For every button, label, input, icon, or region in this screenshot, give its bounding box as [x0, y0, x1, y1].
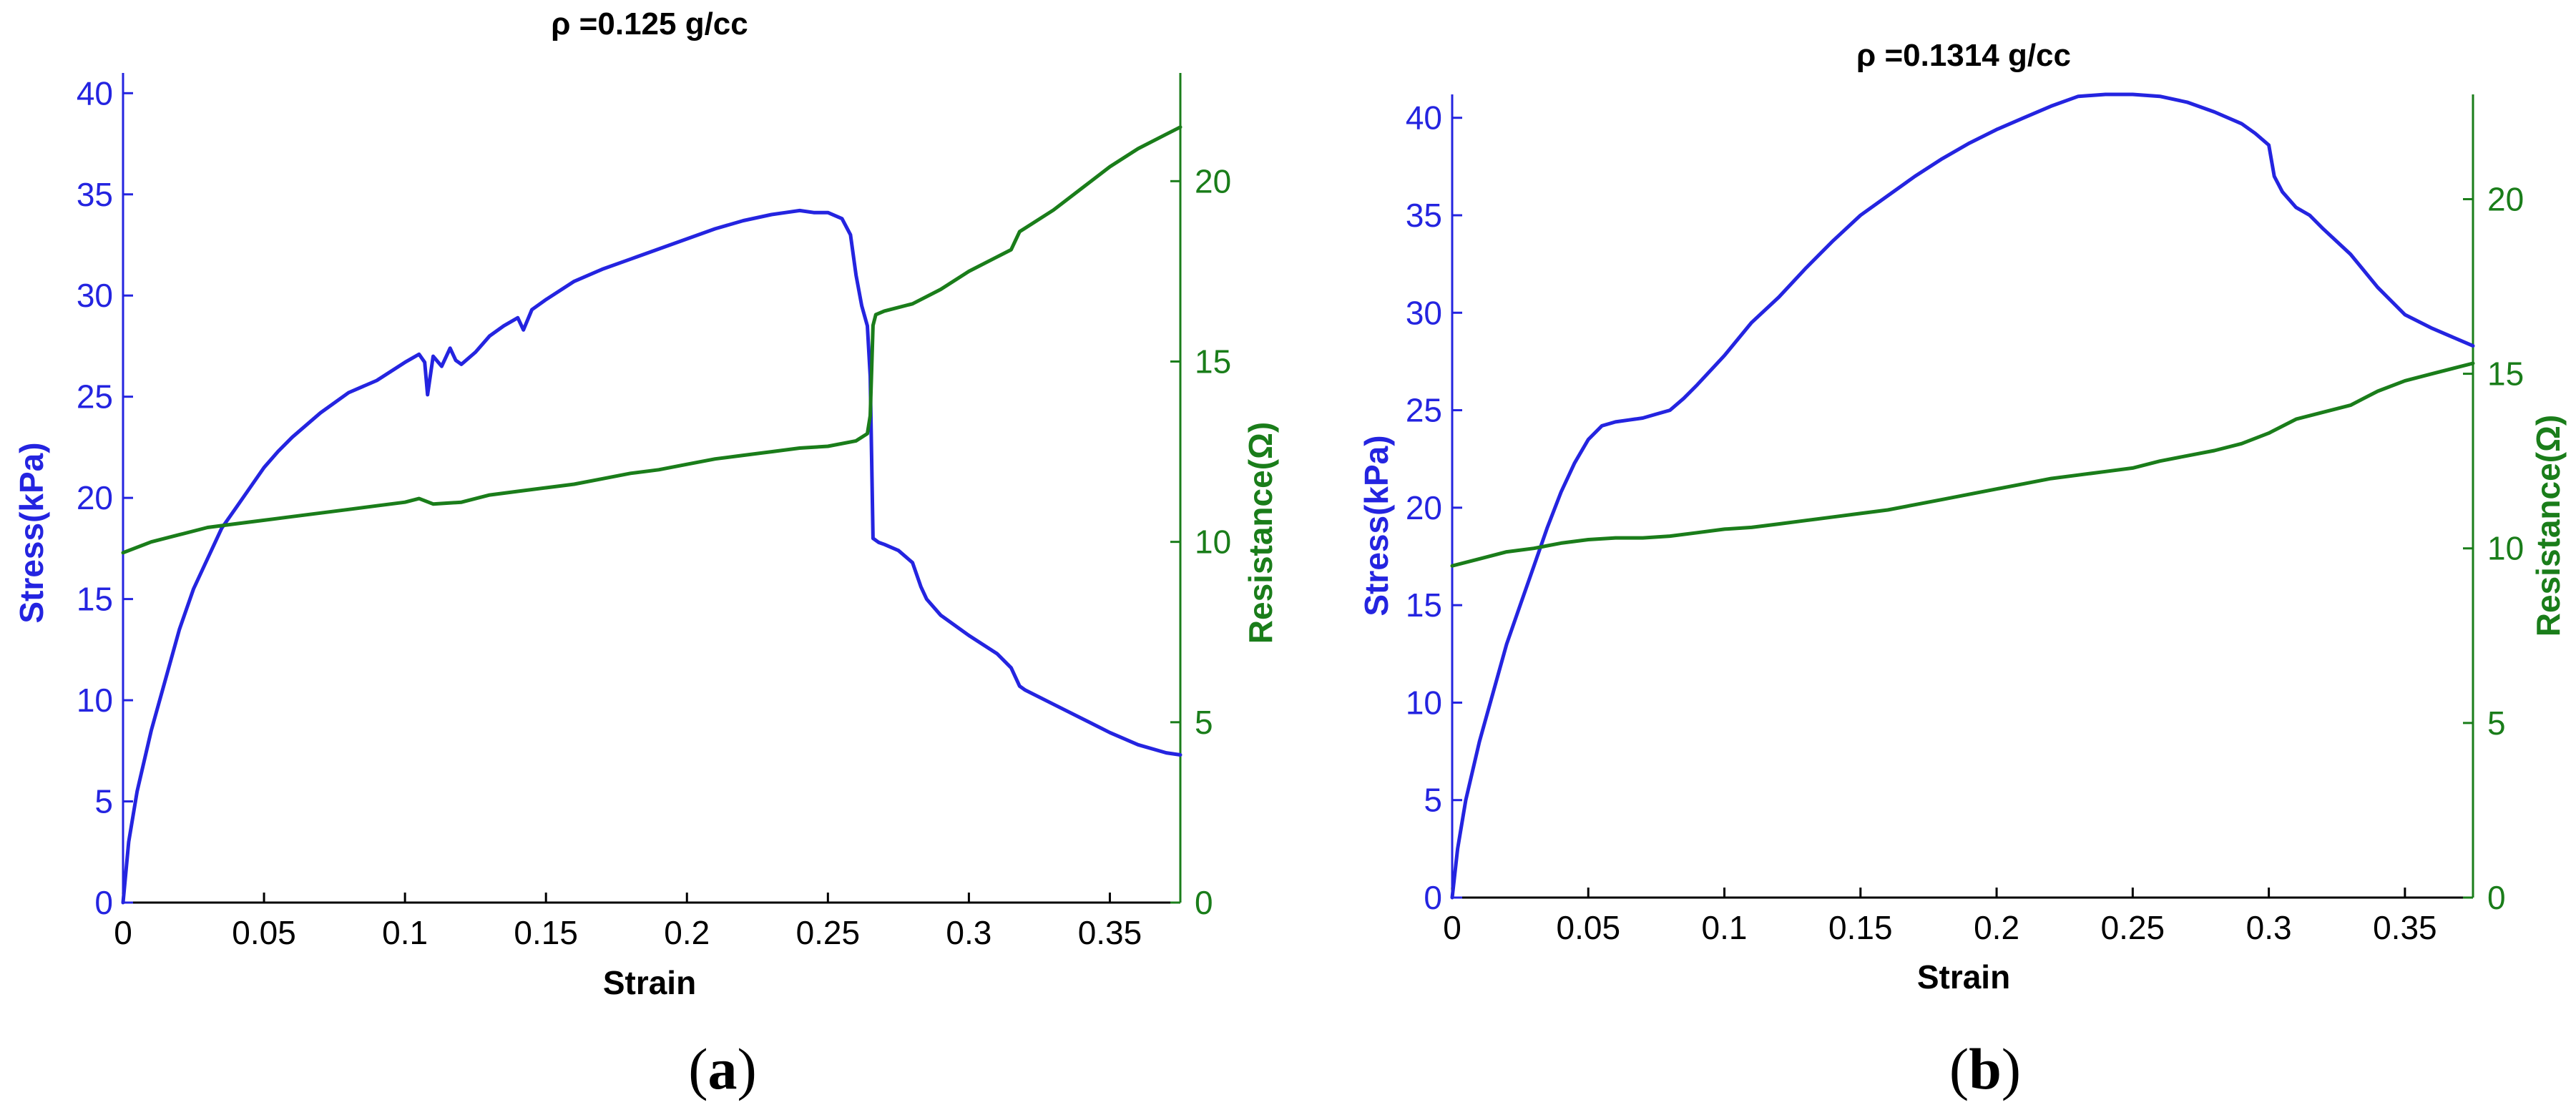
x-tick-label: 0.1	[382, 914, 428, 951]
y-axis-right-label: Resistance(Ω)	[1242, 422, 1279, 644]
stress-series-line	[1450, 92, 2475, 900]
y-right-tick-label: 15	[2487, 355, 2524, 393]
y-right-tick-label: 5	[2487, 704, 2506, 742]
chart-panel-a: ρ =0.125 g/cc 0 0.05 0.1 0.15 0.2 0.25 0.3 0.35…	[13, 6, 1279, 1101]
stress-series-line	[121, 208, 1182, 905]
panel-label-b: (b)	[1949, 1036, 2021, 1101]
x-axis-label: Strain	[603, 964, 696, 1001]
y-right-tick-label: 10	[1195, 524, 1231, 561]
chart-title: ρ =0.1314 g/cc	[1856, 38, 2071, 73]
y-axis-left-label: Stress(kPa)	[13, 442, 50, 623]
plot-area: 0 0.05 0.1 0.15 0.2 0.25 0.3 0.35 0 5 10 15 20 25 30 35…	[1406, 92, 2524, 946]
y-axis-right-label: Resistance(Ω)	[2530, 415, 2567, 637]
x-tick-label: 0.3	[946, 914, 991, 951]
y-left-tick-label: 20	[77, 479, 113, 516]
y-right-tick-label: 20	[1195, 162, 1231, 200]
y-left-tick-label: 35	[1406, 197, 1442, 234]
x-tick-label: 0.15	[514, 914, 578, 951]
y-right-tick-label: 15	[1195, 343, 1231, 380]
y-left-tick-label: 5	[1424, 782, 1442, 819]
y-left-tick-label: 20	[1406, 489, 1442, 526]
y-right-tick-label: 0	[1195, 884, 1213, 921]
x-tick-label: 0.35	[1078, 914, 1142, 951]
y-left-tick-label: 25	[77, 378, 113, 416]
resistance-series-line	[1450, 361, 2475, 568]
y-left-tick-label: 10	[77, 682, 113, 719]
x-tick-label: 0.1	[1702, 909, 1748, 946]
y-left-tick-label: 15	[77, 581, 113, 618]
y-right-tick-label: 20	[2487, 180, 2524, 217]
y-left-tick-label: 0	[94, 884, 113, 921]
x-tick-label: 0.3	[2246, 909, 2292, 946]
y-left-tick-label: 35	[77, 176, 113, 213]
y-right-tick-label: 5	[1195, 704, 1213, 741]
y-left-tick-label: 40	[1406, 99, 1442, 137]
panel-label-a: (a)	[688, 1036, 757, 1101]
y-left-tick-label: 0	[1424, 879, 1442, 916]
x-tick-label: 0.2	[664, 914, 710, 951]
y-left-tick-label: 5	[94, 783, 113, 820]
y-left-tick-label: 10	[1406, 684, 1442, 721]
x-tick-label: 0.25	[796, 914, 861, 951]
x-tick-label: 0.15	[1828, 909, 1893, 946]
x-tick-label: 0.05	[232, 914, 296, 951]
y-left-tick-label: 30	[1406, 294, 1442, 331]
y-left-tick-label: 30	[77, 277, 113, 314]
y-left-tick-label: 15	[1406, 586, 1442, 624]
y-left-tick-label: 40	[77, 74, 113, 112]
y-axis-left-label: Stress(kPa)	[1358, 435, 1395, 616]
resistance-series-line	[121, 125, 1182, 555]
x-tick-label: 0.2	[1974, 909, 2019, 946]
x-tick-label: 0.25	[2101, 909, 2165, 946]
y-right-tick-label: 0	[2487, 879, 2506, 916]
chart-title: ρ =0.125 g/cc	[551, 6, 748, 41]
x-tick-label: 0.05	[1557, 909, 1621, 946]
y-left-tick-label: 25	[1406, 392, 1442, 429]
plot-area: 0 0.05 0.1 0.15 0.2 0.25 0.3 0.35 0 5 10 15 20 25 30 35…	[77, 73, 1231, 951]
chart-panel-b: ρ =0.1314 g/cc 0 0.05 0.1 0.15 0.2 0.25 0.3 0.3…	[1358, 38, 2567, 1101]
y-right-tick-label: 10	[2487, 530, 2524, 567]
x-tick-label: 0.35	[2373, 909, 2437, 946]
x-axis-label: Strain	[1917, 958, 2010, 996]
x-tick-label: 0	[1443, 909, 1461, 946]
x-tick-label: 0	[114, 914, 132, 951]
